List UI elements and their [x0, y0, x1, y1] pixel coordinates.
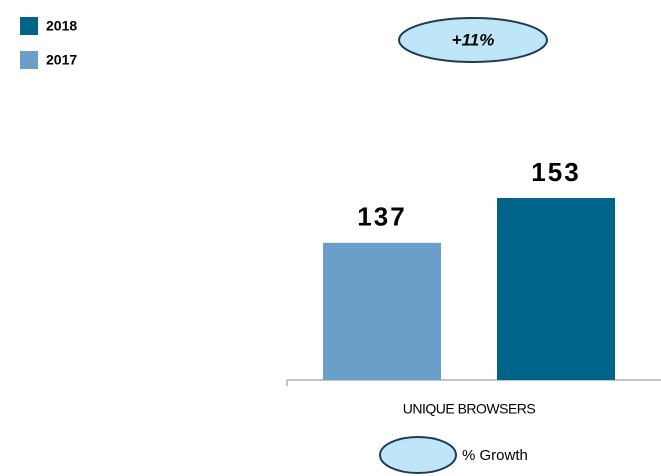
legend-swatch — [20, 51, 38, 69]
legend-label: 2017 — [46, 52, 77, 68]
growth-bubble — [398, 17, 548, 63]
growth-legend-label: % Growth — [462, 447, 528, 464]
bar — [497, 198, 615, 380]
data-label: 153 — [531, 157, 580, 187]
legend-swatch — [20, 17, 38, 35]
x-tick-label: UNIQUE BROWSERS — [403, 401, 536, 417]
bar — [323, 242, 441, 380]
growth-label: +11% — [452, 30, 495, 49]
data-label: 137 — [357, 202, 406, 232]
growth-legend-swatch — [379, 436, 457, 474]
legend-label: 2018 — [46, 18, 77, 34]
